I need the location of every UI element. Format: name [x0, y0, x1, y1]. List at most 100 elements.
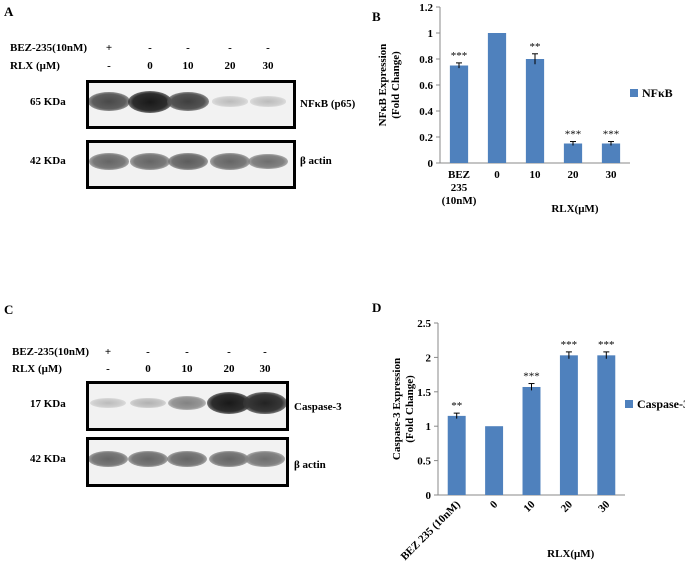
chart-d-legend-swatch	[625, 400, 633, 408]
chart-d-ylabel: Caspase-3 Expression(Fold Change)	[391, 358, 416, 460]
panel-a-actin-band-2	[167, 152, 209, 171]
chart-b-legend-label: NFκB	[642, 86, 673, 100]
chart-b-ylabel: NFκB Expression(Fold Change)	[377, 44, 402, 127]
chart-b-xlabel: RLX(μM)	[551, 203, 599, 215]
panel-c-lane-rlx-1: 0	[145, 363, 151, 375]
chart-b-letter: B	[372, 9, 381, 24]
panel-a-lane-rlx-4: 30	[262, 60, 274, 72]
panel-c-caspase3-band-1	[130, 397, 166, 409]
chart-d-category-4: 30	[596, 498, 613, 515]
chart-d-category-2: 10	[521, 498, 538, 515]
panel-c-lane-bez-1: -	[146, 346, 150, 358]
chart-b-ytick-label-5: 1	[428, 28, 434, 40]
panel-c-treatment-bez-label: BEZ-235(10nM)	[12, 346, 89, 358]
chart-b-category-4: 30	[606, 169, 618, 181]
panel-c-lane-bez-2: -	[185, 346, 189, 358]
panel-c-treatment-rlx-label: RLX (μM)	[12, 363, 62, 375]
panel-a-blot2-kda: 42 KDa	[30, 155, 66, 167]
panel-a-lane-rlx-2: 10	[182, 60, 194, 72]
panel-c-lane-rlx-0: -	[106, 363, 110, 375]
chart-d-ylabel-line-0: Caspase-3 Expression	[391, 358, 403, 460]
chart-b-category-0-line-0: BEZ	[448, 169, 470, 181]
chart-b-ytick-label-0: 0	[428, 158, 434, 170]
chart-d-bar-1	[485, 426, 504, 495]
chart-b-ytick-label-1: 0.2	[419, 132, 433, 144]
chart-b-legend-swatch	[630, 89, 638, 97]
chart-d-category-3: 20	[559, 498, 576, 515]
chart-d-letter: D	[372, 300, 381, 315]
panel-a-actin-band-3	[210, 153, 250, 170]
panel-c-caspase3-blot	[86, 381, 289, 431]
panel-c-caspase3-band-2	[167, 395, 207, 411]
chart-d-legend-label: Caspase-3	[637, 397, 685, 411]
chart-b-ytick-label-3: 0.6	[419, 80, 433, 92]
chart-d-ytick-label-5: 2.5	[417, 318, 431, 330]
chart-d-ylabel-line-1: (Fold Change)	[404, 375, 416, 443]
chart-b-bar-0	[449, 65, 469, 163]
chart-b-bar-1	[487, 33, 507, 163]
chart-b-ytick-label-6: 1.2	[419, 2, 433, 14]
chart-d-significance-0: **	[451, 400, 462, 412]
chart-b-significance-0: ***	[451, 50, 468, 62]
panel-a-actin-band-0	[89, 153, 129, 170]
chart-b-category-4-line-0: 30	[606, 169, 618, 181]
panel-a-blot1-kda: 65 KDa	[30, 96, 66, 108]
panel-a-nfkb-band-3	[212, 96, 248, 107]
panel-a-actin-blot	[86, 140, 296, 189]
panel-c-actin-blot	[86, 437, 289, 487]
panel-a-treatment-rlx-label: RLX (μM)	[10, 60, 60, 72]
chart-b-bar-4	[601, 143, 621, 163]
chart-b-category-3-line-0: 20	[568, 169, 580, 181]
panel-a-blot2-name: β actin	[300, 155, 332, 167]
chart-b-category-0-line-1: 235	[451, 182, 468, 194]
chart-b-ylabel-line-1: (Fold Change)	[390, 51, 402, 119]
chart-d-ytick-label-3: 1.5	[417, 387, 431, 399]
panel-c-blot1-kda: 17 KDa	[30, 398, 66, 410]
panel-c-actin-band-4	[245, 451, 285, 467]
panel-c-caspase3-band-0	[90, 397, 126, 409]
panel-a-letter: A	[4, 4, 14, 19]
chart-b-category-3: 20	[568, 169, 580, 181]
chart-b-significance-4: ***	[603, 129, 620, 141]
chart-d-ytick-label-4: 2	[426, 352, 432, 364]
panel-c-blot2-name: β actin	[294, 459, 326, 471]
chart-d-bar-0	[447, 415, 466, 495]
panel-c-actin-band-1	[128, 450, 168, 468]
panel-a-nfkb-band-0	[89, 92, 130, 111]
panel-c-lane-bez-4: -	[263, 346, 267, 358]
chart-d-bar-3	[559, 355, 578, 495]
chart-b-ytick-label-4: 0.8	[419, 54, 433, 66]
chart-b-significance-3: ***	[565, 129, 582, 141]
chart-b-category-0-line-2: (10nM)	[442, 195, 477, 207]
panel-a-lane-rlx-0: -	[107, 60, 111, 72]
chart-d-bar-2	[522, 386, 541, 495]
panel-c-lane-rlx-3: 20	[223, 363, 235, 375]
panel-a-lane-bez-1: -	[148, 42, 152, 54]
chart-b-category-2-line-0: 10	[530, 169, 542, 181]
chart-b-bar-3	[563, 143, 583, 163]
chart-d-category-1: 0	[488, 498, 501, 511]
panel-c-lane-bez-0: +	[104, 346, 112, 358]
panel-a-lane-rlx-1: 0	[147, 60, 153, 72]
chart-d-xlabel: RLX(μM)	[547, 548, 595, 560]
panel-a-lane-bez-3: -	[228, 42, 232, 54]
panel-c-actin-band-3	[209, 450, 249, 468]
panel-a-lane-bez-2: -	[186, 42, 190, 54]
chart-d-ytick-label-1: 0.5	[417, 456, 431, 468]
chart-d-bar-4	[597, 355, 616, 495]
chart-b-bar-2	[525, 59, 545, 163]
chart-b-category-1-line-0: 0	[494, 169, 500, 181]
panel-c-letter: C	[4, 302, 14, 317]
chart-d-significance-4: ***	[598, 339, 615, 351]
chart-b-category-2: 10	[530, 169, 542, 181]
panel-c-blot2-kda: 42 KDa	[30, 453, 66, 465]
panel-a-nfkb-blot	[86, 80, 296, 129]
chart-b-ytick-label-2: 0.4	[419, 106, 433, 118]
panel-a-nfkb-band-2	[167, 91, 209, 112]
chart-b-ylabel-line-0: NFκB Expression	[377, 44, 389, 127]
chart-d-significance-3: ***	[561, 339, 578, 351]
panel-a-nfkb-band-4	[250, 96, 286, 107]
panel-c-lane-bez-3: -	[227, 346, 231, 358]
panel-a-lane-rlx-3: 20	[224, 60, 236, 72]
chart-d-ytick-label-0: 0	[426, 490, 432, 502]
